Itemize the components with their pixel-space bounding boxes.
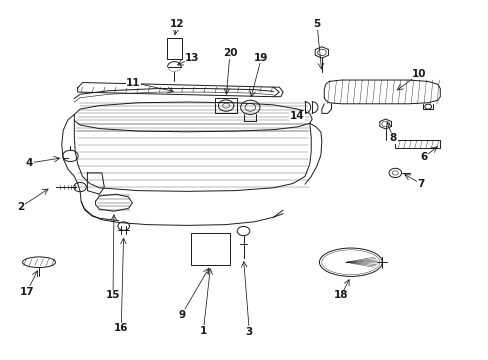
Text: 15: 15 bbox=[105, 290, 120, 300]
Text: 5: 5 bbox=[313, 19, 320, 29]
Text: 11: 11 bbox=[126, 77, 140, 87]
Text: 13: 13 bbox=[184, 53, 199, 63]
Text: 3: 3 bbox=[245, 327, 252, 337]
Text: 20: 20 bbox=[223, 48, 237, 58]
Bar bbox=[215, 98, 236, 113]
Text: 18: 18 bbox=[333, 290, 348, 300]
Bar bbox=[167, 38, 181, 59]
Text: 19: 19 bbox=[254, 53, 268, 63]
Text: 6: 6 bbox=[420, 152, 427, 162]
Text: 7: 7 bbox=[416, 179, 424, 189]
Text: 10: 10 bbox=[411, 69, 426, 79]
Text: 16: 16 bbox=[114, 323, 128, 333]
Text: 17: 17 bbox=[20, 287, 34, 297]
Text: 4: 4 bbox=[26, 158, 33, 168]
Text: 8: 8 bbox=[389, 133, 396, 143]
Text: 1: 1 bbox=[200, 326, 206, 336]
Text: 12: 12 bbox=[169, 19, 183, 29]
Bar bbox=[394, 140, 439, 148]
Text: 14: 14 bbox=[289, 111, 304, 121]
Bar bbox=[191, 233, 229, 265]
Text: 2: 2 bbox=[18, 202, 25, 212]
Text: 9: 9 bbox=[178, 310, 185, 320]
